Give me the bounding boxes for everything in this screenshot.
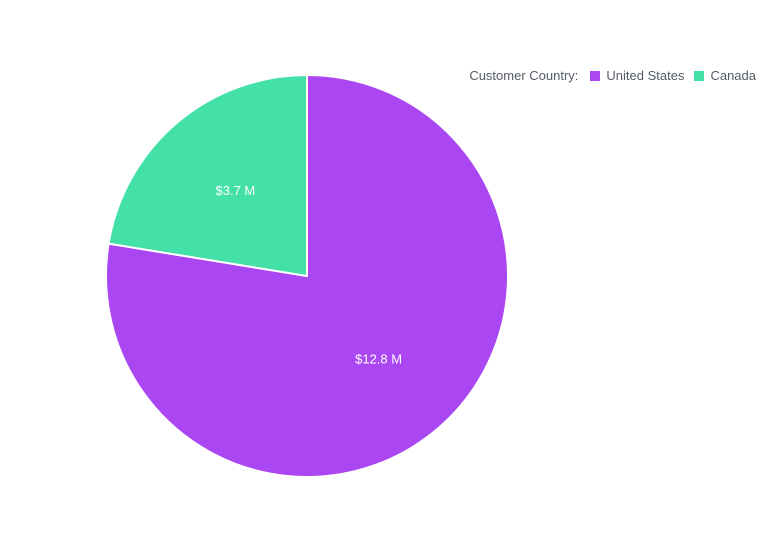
legend-label-united-states: United States	[606, 68, 685, 83]
legend-item-united-states[interactable]: United States	[590, 68, 684, 83]
pie-slices	[105, 73, 509, 478]
legend-item-canada[interactable]: Canada	[694, 68, 756, 83]
pie-label-canada: $3.7 M	[216, 183, 256, 198]
legend: Customer Country: United States Canada	[469, 68, 756, 83]
pie-slice-canada[interactable]	[107, 73, 308, 278]
legend-swatch-united-states	[590, 70, 601, 81]
pie-label-united-states: $12.8 M	[355, 352, 402, 367]
legend-title: Customer Country:	[469, 68, 579, 83]
pie-slice-united-states[interactable]	[105, 73, 509, 478]
legend-label-canada: Canada	[710, 68, 756, 83]
pie-labels: $12.8 M $3.7 M	[216, 183, 403, 366]
legend-swatch-canada	[694, 70, 705, 81]
